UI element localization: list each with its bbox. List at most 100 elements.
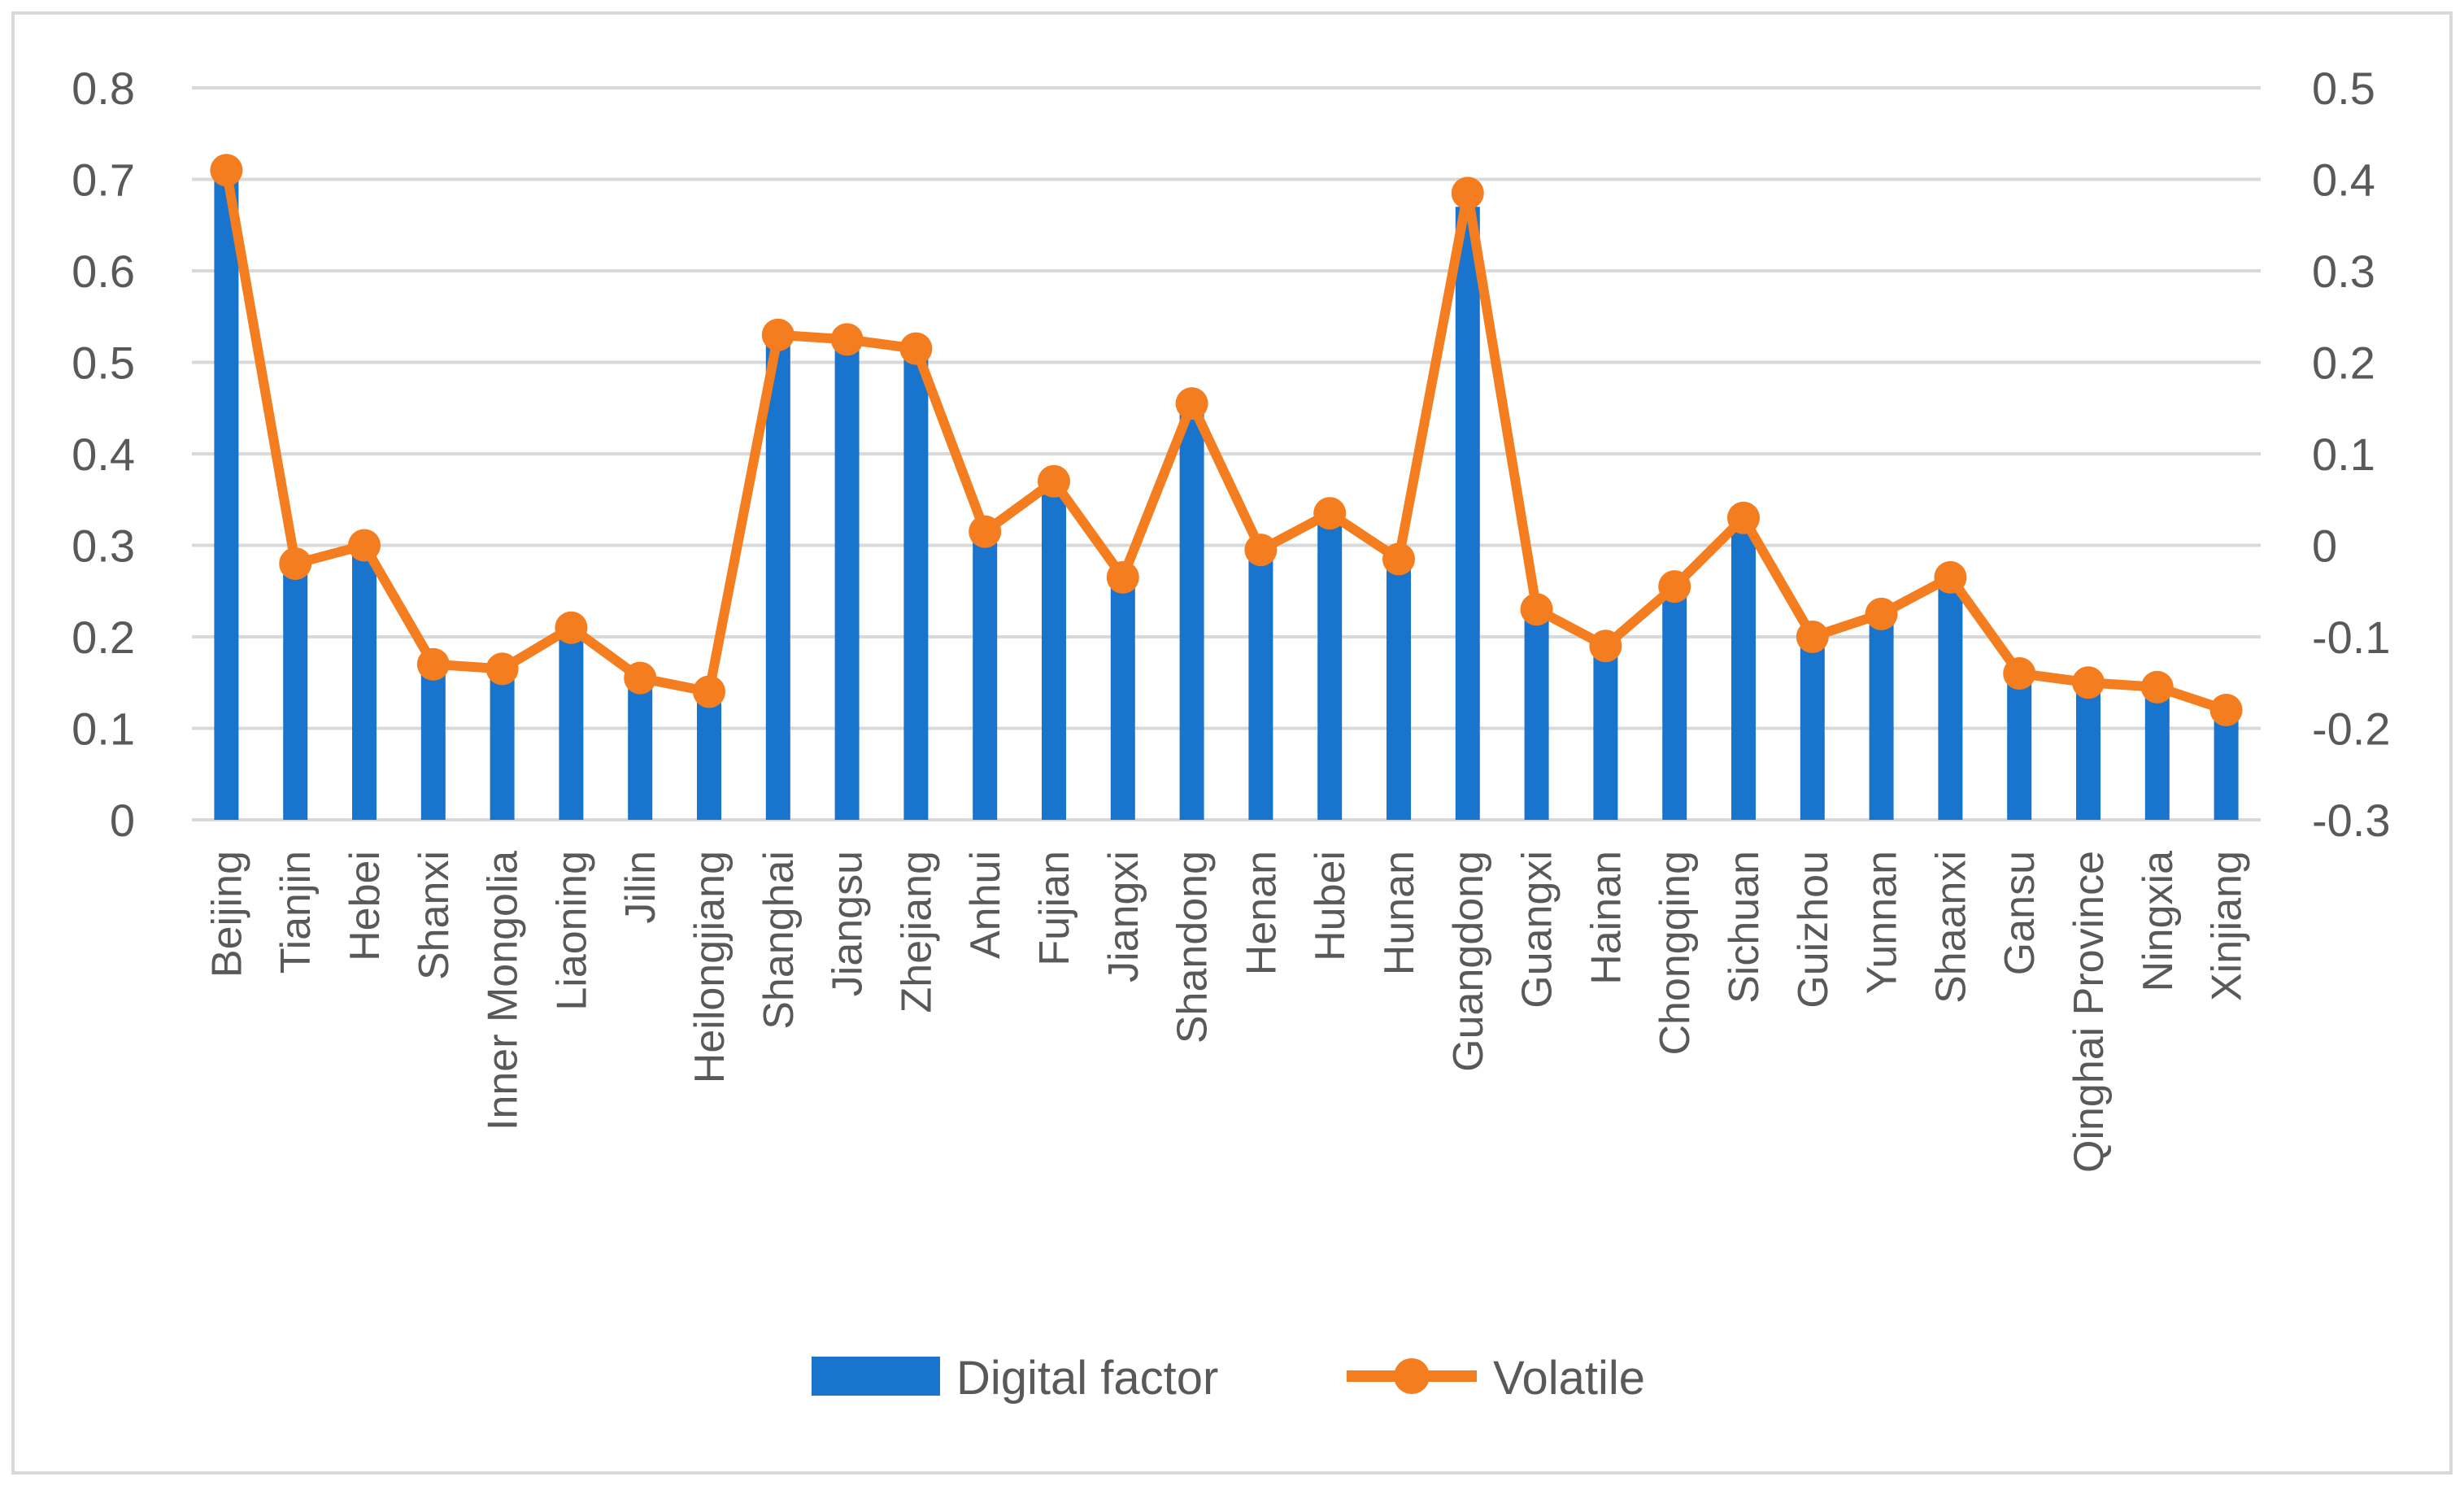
- right-tick-label: 0.1: [2312, 429, 2375, 480]
- point-shandong: [1175, 387, 1208, 420]
- point-qinghai-province: [2072, 666, 2105, 699]
- category-label: Shanghai: [755, 851, 803, 1030]
- point-ningxia: [2140, 670, 2174, 704]
- bar-sichuan: [1731, 517, 1756, 820]
- category-label: Guizhou: [1790, 851, 1837, 1009]
- category-label: Jilin: [617, 851, 664, 924]
- right-tick-label: 0: [2312, 521, 2337, 572]
- bar-shandong: [1179, 407, 1204, 820]
- right-tick-label: 0.4: [2312, 155, 2375, 206]
- legend-label-volatile: Volatile: [1493, 1352, 1645, 1405]
- bar-zhejiang: [903, 353, 929, 820]
- bar-jilin: [628, 682, 653, 820]
- bar-shaanxi: [1938, 573, 1963, 820]
- point-hebei: [348, 529, 381, 562]
- right-tick-label: -0.1: [2312, 612, 2391, 663]
- left-tick-label: 0.2: [72, 612, 135, 663]
- category-label: Anhui: [962, 851, 1009, 959]
- bar-series-digital-factor: [214, 170, 2239, 820]
- bar-yunnan: [1869, 618, 1894, 820]
- right-tick-label: -0.3: [2312, 795, 2391, 846]
- bar-xinjiang: [2214, 710, 2239, 820]
- point-yunnan: [1865, 597, 1898, 630]
- bar-hubei: [1317, 508, 1343, 820]
- bar-inner-mongolia: [490, 669, 515, 820]
- bar-hebei: [352, 545, 377, 820]
- point-shanghai: [761, 318, 794, 351]
- category-label: Jiangxi: [1100, 851, 1147, 982]
- point-chongqing: [1658, 570, 1691, 603]
- category-label: Hainan: [1582, 851, 1630, 985]
- category-label: Guangdong: [1445, 851, 1492, 1072]
- category-label: Sichuan: [1721, 851, 1768, 1004]
- bar-guangxi: [1524, 609, 1549, 820]
- category-label: Gansu: [1996, 851, 2044, 975]
- point-shaanxi: [1934, 560, 1967, 594]
- point-henan: [1244, 534, 1278, 567]
- point-zhejiang: [899, 332, 933, 365]
- bar-guizhou: [1800, 637, 1825, 820]
- category-label: Hubei: [1307, 851, 1354, 961]
- point-heilongjiang: [693, 675, 725, 708]
- left-tick-label: 0.6: [72, 246, 135, 297]
- category-label: Inner Mongolia: [480, 851, 527, 1131]
- right-axis: -0.3 -0.2 -0.1 0 0.1 0.2 0.3 0.4 0.5: [2312, 63, 2391, 846]
- left-tick-label: 0.3: [72, 521, 135, 572]
- right-tick-label: 0.3: [2312, 246, 2375, 297]
- point-shanxi: [416, 647, 450, 681]
- point-hainan: [1589, 630, 1622, 663]
- bar-heilongjiang: [697, 691, 721, 820]
- gridlines: [192, 86, 2261, 821]
- left-tick-label: 0.7: [72, 155, 135, 206]
- left-tick-label: 0.1: [72, 704, 135, 755]
- category-label: Hunan: [1376, 851, 1423, 975]
- left-tick-label: 0.4: [72, 429, 135, 480]
- bar-jiangsu: [834, 334, 860, 820]
- bar-guangdong: [1455, 207, 1480, 820]
- point-guangdong: [1451, 176, 1484, 210]
- left-axis: 0 0.1 0.2 0.3 0.4 0.5 0.6 0.7 0.8: [72, 63, 135, 846]
- point-jilin: [624, 661, 657, 695]
- bar-hunan: [1387, 554, 1411, 820]
- point-fujian: [1038, 464, 1070, 498]
- category-label: Fujian: [1031, 851, 1078, 966]
- point-jiangxi: [1106, 560, 1139, 594]
- point-jiangsu: [830, 323, 864, 356]
- point-beijing: [210, 154, 243, 187]
- category-label: Shandong: [1169, 851, 1217, 1043]
- category-label: Jiangsu: [825, 851, 872, 996]
- bar-fujian: [1042, 481, 1066, 820]
- category-label: Beijing: [203, 851, 250, 978]
- point-sichuan: [1727, 501, 1760, 534]
- category-label: Qinghai Province: [2066, 851, 2113, 1173]
- bar-tianjin: [283, 564, 308, 820]
- left-tick-label: 0.8: [72, 63, 135, 114]
- bar-shanxi: [420, 664, 446, 820]
- bar-jiangxi: [1110, 573, 1135, 820]
- category-label: Hebei: [342, 851, 389, 961]
- point-hunan: [1382, 542, 1415, 576]
- bar-henan: [1248, 545, 1273, 820]
- point-inner-mongolia: [485, 652, 519, 686]
- bar-qinghai-province: [2076, 682, 2100, 820]
- category-label: Henan: [1238, 851, 1285, 975]
- legend-swatch-digital-factor: [812, 1357, 940, 1396]
- chart-frame: [11, 11, 2453, 1475]
- point-liaoning: [555, 611, 588, 644]
- point-gansu: [2003, 657, 2036, 690]
- bar-gansu: [2007, 673, 2032, 820]
- legend: Digital factor Volatile: [812, 1352, 1645, 1405]
- point-xinjiang: [2209, 694, 2243, 726]
- category-label: Tianjin: [272, 851, 320, 974]
- category-label: Heilongjiang: [686, 851, 734, 1083]
- category-label: Guangxi: [1514, 851, 1561, 1009]
- line-series-volatile: [210, 154, 2243, 726]
- category-label: Zhejiang: [893, 851, 940, 1013]
- point-guizhou: [1796, 621, 1829, 653]
- category-label: Liaoning: [548, 851, 595, 1011]
- right-tick-label: 0.5: [2312, 63, 2375, 114]
- bar-chongqing: [1662, 590, 1687, 820]
- point-tianjin: [279, 547, 312, 580]
- bar-ningxia: [2144, 686, 2170, 820]
